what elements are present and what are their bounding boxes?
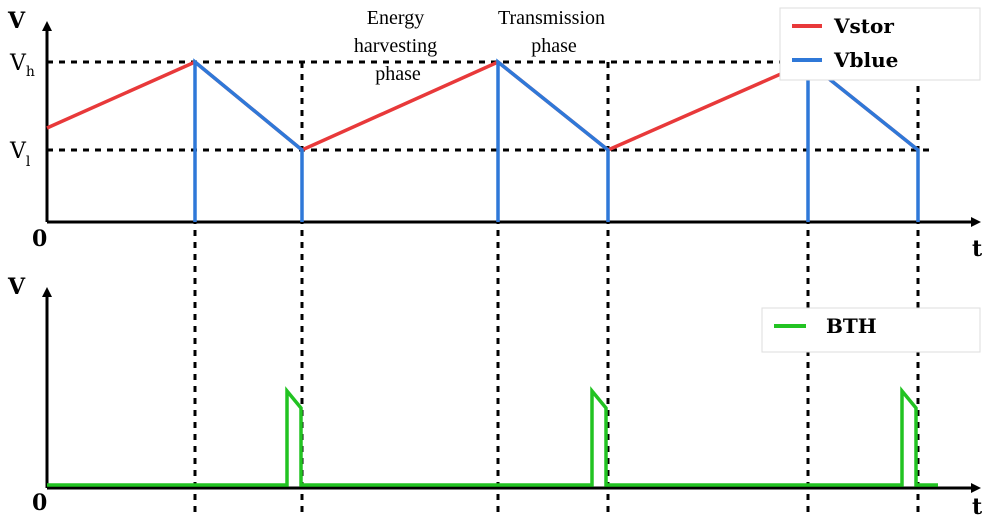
- annotation: Energy harvesting phase: [354, 7, 442, 85]
- vblue-wave: [806, 58, 920, 222]
- y-label: V: [7, 274, 26, 300]
- origin-label: 0: [32, 226, 47, 252]
- origin-label: 0: [32, 490, 47, 516]
- legend-label: Vstor: [833, 14, 894, 38]
- legend-label: Vblue: [833, 48, 898, 72]
- legend: BTH: [761, 307, 981, 353]
- vl-label: Vl: [9, 139, 31, 170]
- vblue-wave: [496, 58, 610, 222]
- x-label: t: [972, 236, 982, 262]
- annotation: Transmission phase: [498, 7, 610, 57]
- vblue-wave: [193, 58, 304, 222]
- bth-wave: [47, 386, 938, 487]
- legend-label: BTH: [826, 314, 877, 338]
- vh-label: Vh: [9, 51, 35, 80]
- legend: Vstor Vblue: [779, 7, 981, 81]
- x-label: t: [972, 494, 982, 517]
- y-label: V: [7, 8, 26, 34]
